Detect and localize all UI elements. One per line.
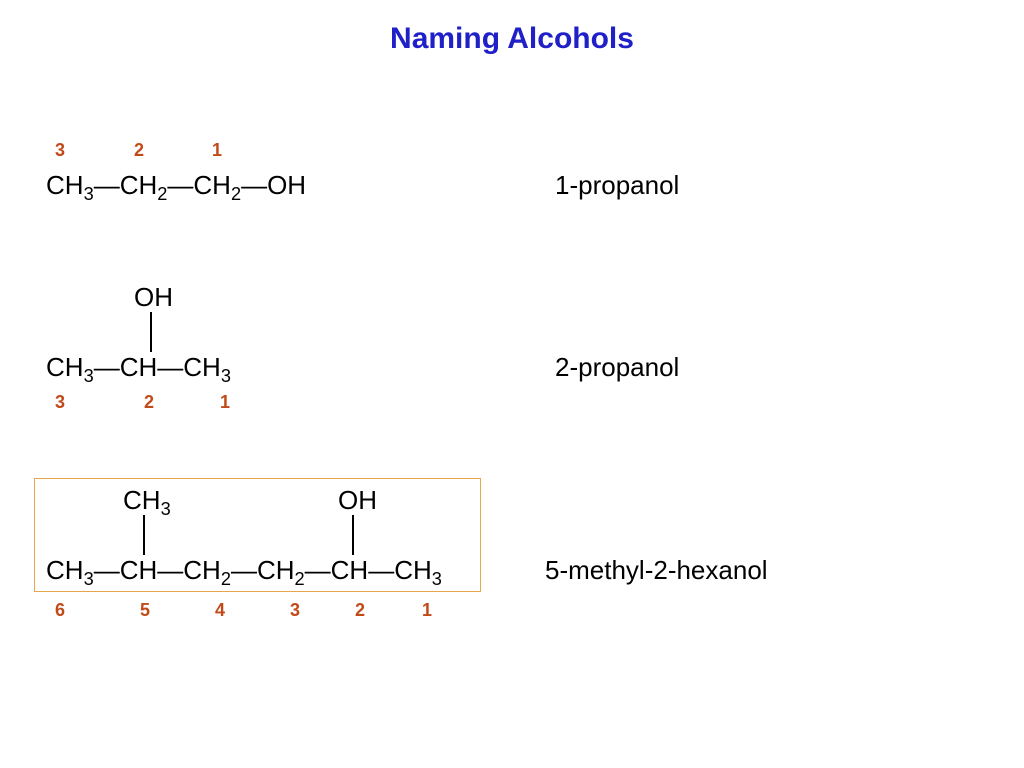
carbon-number: 3: [55, 140, 65, 161]
mol3-name: 5-methyl-2-hexanol: [545, 555, 768, 586]
mol1-name: 1-propanol: [555, 170, 679, 201]
mol3-branch-bond: [143, 515, 145, 555]
mol2-name: 2-propanol: [555, 352, 679, 383]
carbon-number: 2: [144, 392, 154, 413]
carbon-number: 3: [55, 392, 65, 413]
carbon-number: 2: [355, 600, 365, 621]
carbon-number: 3: [290, 600, 300, 621]
mol3-branch-bond: [352, 515, 354, 555]
mol3-branch-label: CH3: [123, 485, 171, 516]
mol3-formula: CH3—CH—CH2—CH2—CH—CH3: [46, 555, 442, 586]
carbon-number: 1: [422, 600, 432, 621]
carbon-number: 6: [55, 600, 65, 621]
carbon-number: 2: [134, 140, 144, 161]
mol1-formula: CH3—CH2—CH2—OH: [46, 170, 306, 201]
mol2-branch-bond: [150, 312, 152, 352]
carbon-number: 1: [220, 392, 230, 413]
page-title: Naming Alcohols: [0, 22, 1024, 56]
mol2-branch-label: OH: [134, 282, 173, 313]
carbon-number: 1: [212, 140, 222, 161]
carbon-number: 4: [215, 600, 225, 621]
carbon-number: 5: [140, 600, 150, 621]
mol2-formula: CH3—CH—CH3: [46, 352, 231, 383]
mol3-branch-label: OH: [338, 485, 377, 516]
